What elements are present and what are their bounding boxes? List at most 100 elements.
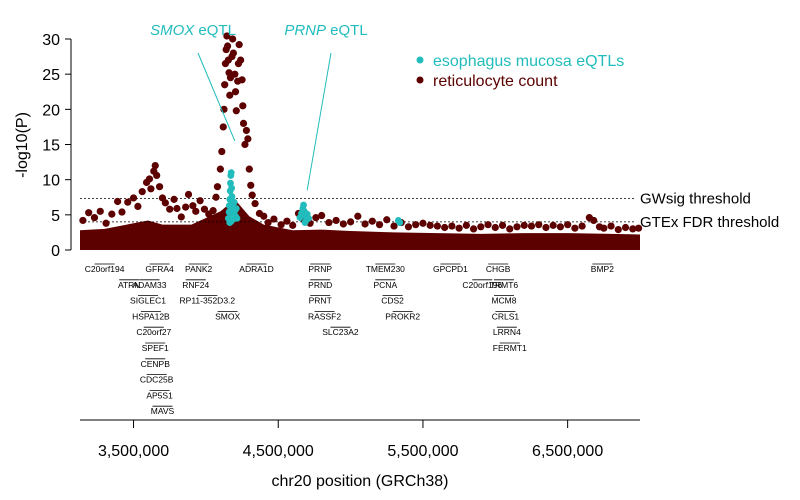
gwas-point	[96, 207, 104, 215]
density-floor	[80, 199, 640, 250]
gene-label: PANK2	[185, 264, 213, 274]
gwas-point	[242, 126, 251, 135]
gwas-point	[277, 221, 285, 229]
eqtl-point	[230, 198, 238, 206]
gwas-point	[477, 223, 485, 231]
gwas-point	[491, 223, 499, 232]
gwas-point	[433, 222, 442, 230]
gene-label: MCM8	[491, 296, 516, 306]
gwas-point	[607, 222, 615, 230]
gwas-point	[571, 224, 579, 232]
gwas-point	[542, 223, 550, 232]
gwas-point	[166, 205, 174, 213]
gwas-point	[231, 70, 239, 78]
legend-swatch-eqtl	[416, 56, 424, 64]
gwas-point	[498, 221, 507, 229]
gwas-point	[241, 140, 249, 149]
gwas-point	[260, 212, 268, 220]
gene-label: MAVS	[151, 406, 175, 416]
gene-label: TRMT6	[490, 280, 519, 290]
gwas-point	[173, 204, 181, 213]
gwas-point	[361, 220, 369, 228]
gwas-point	[153, 171, 161, 180]
gwas-point	[161, 199, 169, 207]
gwas-point	[226, 91, 234, 99]
gwas-point	[283, 217, 291, 225]
gene-label: SPEF1	[142, 343, 169, 353]
axes: 0 5 10 15 20 25 30 3,500,000 4,500,000 5,500,000…	[14, 32, 640, 490]
legend-swatch-gwas	[416, 76, 424, 84]
gene-label: CHGB	[486, 264, 511, 274]
legend-label-gwas: reticulocyte count	[433, 73, 558, 90]
gwas-point	[124, 198, 132, 206]
gwas-point	[235, 41, 243, 49]
gwas-point	[375, 221, 384, 229]
gwas-point	[219, 123, 227, 131]
gene-label: FERMT1	[493, 343, 527, 353]
gene-label: CENPB	[141, 359, 171, 369]
gwas-point	[177, 213, 185, 221]
gwas-point	[549, 221, 557, 229]
gwas-point	[368, 217, 376, 225]
x-axis-title: chr20 position (GRCh38)	[272, 473, 449, 490]
x-tick-label: 4,500,000	[243, 443, 314, 460]
eqtl-point	[227, 217, 235, 225]
annotation-suffix: eQTL	[194, 22, 236, 39]
gene-label: PROKR2	[385, 311, 420, 321]
gene-label: CRLS1	[492, 311, 520, 321]
gwas-point	[264, 218, 272, 227]
gwas-point	[462, 221, 470, 229]
gwas-point	[238, 76, 246, 84]
gwas-point	[390, 222, 398, 230]
gwas-point	[229, 35, 237, 43]
gwas-point	[270, 215, 278, 223]
y-tick-label: 5	[51, 208, 60, 225]
gene-label: SLC23A2	[322, 327, 359, 337]
gwas-point	[248, 191, 256, 199]
gwas-point	[600, 224, 608, 232]
gwas-point	[578, 222, 586, 230]
gene-label: RP11-352D3.2	[180, 296, 236, 306]
gwas-point	[239, 119, 248, 127]
eqtl-point	[300, 201, 307, 209]
gwas-point	[590, 216, 598, 225]
gwas-point	[85, 209, 93, 217]
gene-label: ADRA1D	[239, 264, 273, 274]
legend-label-eqtl: esophagus mucosa eQTLs	[433, 53, 624, 70]
gwas-point	[155, 183, 164, 191]
gwas-point	[621, 223, 630, 232]
gene-label: SIGLEC1	[130, 296, 166, 306]
annotation-gene: PRNP	[284, 22, 326, 39]
gene-label: AP5S1	[146, 390, 173, 400]
gene-label: ATRN	[118, 280, 141, 290]
gwas-point	[245, 165, 253, 173]
gwas-point	[412, 221, 420, 229]
annotation-label: SMOX eQTL	[150, 22, 236, 39]
gwas-point	[213, 183, 222, 191]
gwas-point	[79, 216, 87, 225]
gwas-point	[229, 49, 237, 57]
gwas-point	[564, 221, 572, 229]
gwas-point	[223, 42, 232, 50]
gwas-point	[221, 81, 229, 89]
gwas-point	[212, 193, 220, 201]
gwas-point	[244, 135, 252, 143]
eqtl-point	[301, 219, 309, 226]
gwas-point	[134, 202, 142, 210]
gwas-point	[189, 202, 197, 210]
gwas-point	[634, 224, 643, 232]
eqtl-point	[228, 193, 236, 200]
annotation-gene: SMOX	[150, 22, 195, 39]
gwas-point	[147, 185, 155, 193]
threshold-label: GTEx FDR threshold	[640, 214, 779, 231]
gwas-point	[629, 225, 637, 233]
gwas-point	[182, 203, 190, 211]
eqtl-point	[227, 169, 235, 177]
gwas-point	[506, 225, 514, 233]
gene-label: TMEM230	[366, 264, 405, 274]
gwas-point	[216, 165, 224, 173]
gene-label: C20orf27	[136, 327, 171, 337]
gwas-point	[209, 207, 217, 215]
y-tick-label: 15	[42, 138, 60, 155]
